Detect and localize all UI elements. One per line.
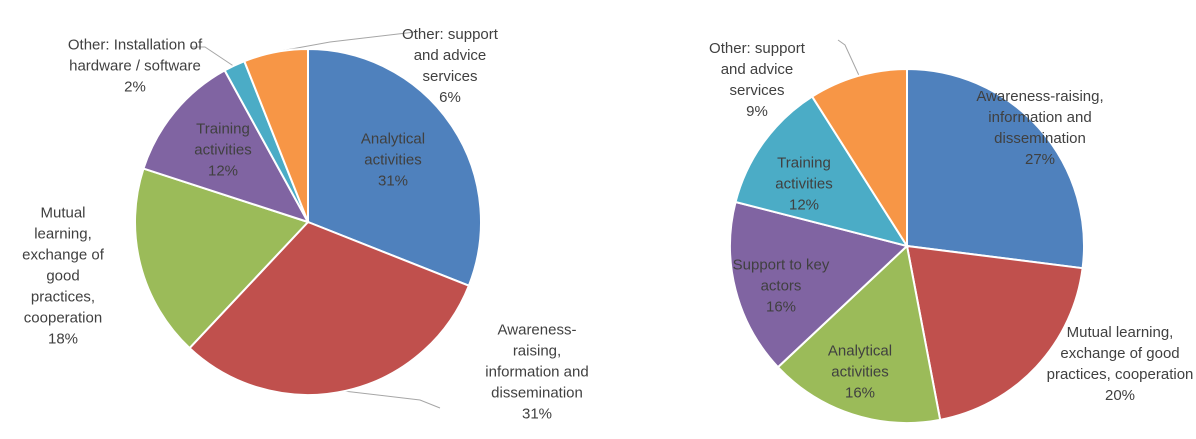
leader-line [837,39,863,83]
pie-slice [243,47,309,223]
slice-name: Analytical activities [360,130,426,169]
slice-value: 27% [1024,151,1056,168]
slice-label: Awareness-raising, information and disse… [475,320,600,425]
slice-value: 16% [844,384,876,402]
slice-value: 9% [746,103,768,120]
pie-slice [734,95,910,248]
leader-line [190,46,236,68]
slice-name: Analytical activities [827,342,893,381]
slice-label: Awareness-raising, information and disse… [965,86,1115,170]
slice-label: Mutual learning, exchange of good practi… [13,203,113,350]
pie-slice [776,244,942,424]
slice-name: Mutual learning, exchange of good practi… [1046,324,1194,383]
slice-value: 12% [207,162,239,180]
slice-label: Analytical activities 31% [343,129,443,192]
slice-label: Mutual learning, exchange of good practi… [1043,322,1196,406]
slice-value: 16% [765,298,797,316]
slice-value: 2% [124,78,146,96]
slice-value: 31% [521,405,553,423]
slice-value: 12% [788,196,820,214]
pie-slice [307,47,482,287]
slice-value: 20% [1104,387,1136,404]
pie-slice [810,67,908,250]
slice-value: 31% [377,172,409,190]
slice-name: Awareness-raising, information and disse… [485,321,589,402]
pie-slice [905,244,1084,422]
slice-name: Mutual learning, exchange of good practi… [22,204,104,327]
pie-slice [142,69,311,224]
pie-slice [188,220,471,396]
slice-name: Training activities [775,154,833,193]
slice-label: Training activities 12% [754,153,854,216]
slice-name: Other: support and advice services [709,40,805,99]
slice-label: Other: support and advice services 9% [707,38,807,122]
slice-value: 18% [47,330,79,348]
slice-label: Support to key actors 16% [731,255,831,318]
pie-slice [134,167,310,350]
leader-line [334,389,441,409]
slice-label: Analytical activities 16% [810,341,910,404]
slice-name: Training activities [194,120,252,159]
slice-name: Support to key actors [732,256,830,295]
pie-slice [906,67,1085,270]
slice-name: Other: Installation of hardware / softwa… [67,36,203,75]
slice-name: Awareness-raising, information and disse… [976,88,1104,147]
slice-label: Other: Installation of hardware / softwa… [68,35,203,98]
slice-label: Training activities 12% [178,119,268,182]
slice-value: 6% [439,89,461,106]
slice-name: Other: support and advice services [402,26,498,85]
slice-label: Other: support and advice services 6% [395,24,505,108]
pie-slice [729,200,910,369]
